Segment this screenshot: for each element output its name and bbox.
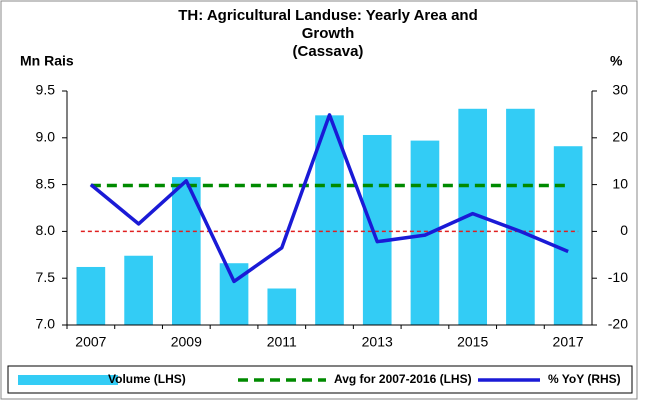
line-series — [89, 113, 569, 284]
chart-title: (Cassava) — [293, 43, 364, 60]
bar — [315, 115, 344, 325]
y2-tick-label: -20 — [608, 316, 628, 332]
legend-box — [7, 365, 633, 394]
bar — [76, 266, 106, 325]
legend-label: Volume (LHS) — [108, 372, 186, 386]
legend-label: % YoY (RHS) — [548, 372, 621, 386]
y-tick-label: 9.5 — [36, 82, 56, 98]
y-axis-label: Mn Rais — [20, 53, 74, 69]
x-tick-label: 2015 — [457, 334, 488, 350]
y2-tick-label: -10 — [608, 269, 628, 285]
x-tick-label: 2017 — [553, 334, 584, 350]
y2-tick-label: 30 — [612, 82, 628, 98]
y2-axis-label: % — [610, 53, 623, 69]
bar — [362, 134, 392, 325]
bar — [124, 255, 153, 325]
y-tick-label: 7.0 — [36, 316, 56, 332]
bar — [267, 288, 297, 325]
bar — [553, 146, 583, 325]
bar — [506, 108, 535, 325]
bar — [410, 140, 440, 325]
y-tick-label: 7.5 — [36, 269, 56, 285]
y-tick-label: 9.0 — [36, 129, 56, 145]
y-tick-label: 8.0 — [36, 222, 56, 238]
y2-tick-label: 10 — [612, 175, 628, 191]
y2-tick-label: 0 — [620, 222, 628, 238]
chart-title: Growth — [302, 25, 355, 42]
x-tick-label: 2013 — [362, 334, 393, 350]
legend-label: Avg for 2007-2016 (LHS) — [334, 372, 472, 386]
chart-title: TH: Agricultural Landuse: Yearly Area an… — [178, 7, 478, 24]
legend-swatch — [18, 375, 118, 385]
x-tick-label: 2007 — [75, 334, 106, 350]
x-tick-label: 2011 — [267, 334, 297, 350]
y2-tick-label: 20 — [612, 129, 628, 145]
x-tick-label: 2009 — [171, 334, 202, 350]
y-tick-label: 8.5 — [36, 175, 56, 191]
